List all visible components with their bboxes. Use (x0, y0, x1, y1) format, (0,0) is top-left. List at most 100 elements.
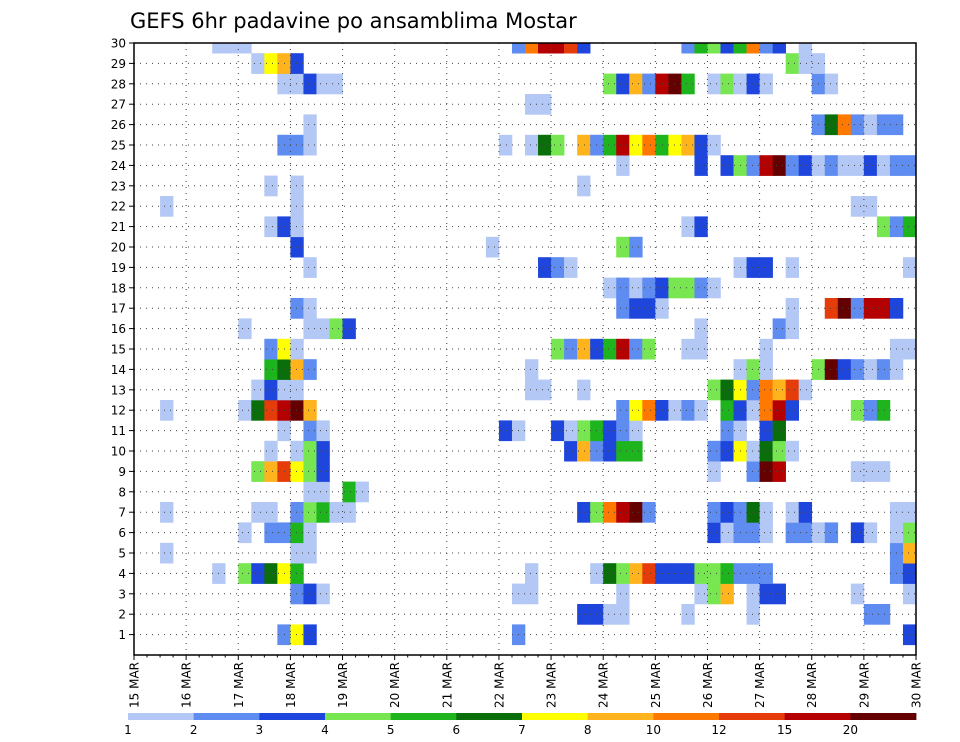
precip-cell (538, 257, 552, 278)
precip-cell (577, 440, 591, 462)
precip-cell (290, 563, 304, 584)
legend-label: 2 (190, 723, 198, 737)
legend-label: 10 (646, 723, 661, 737)
precip-cell (759, 379, 773, 401)
x-tick-label: 16 MAR (180, 662, 194, 708)
chart-title: GEFS 6hr padavine po ansamblima Mostar (130, 9, 577, 33)
precip-cell (824, 73, 839, 95)
precip-cell (759, 359, 773, 380)
precip-cell (290, 134, 304, 156)
precip-cell (798, 522, 813, 544)
precip-cell (642, 400, 656, 421)
dotted-grid (134, 43, 916, 655)
precip-cell (603, 502, 617, 523)
precip-cell (785, 257, 799, 278)
x-tick-label: 19 MAR (336, 662, 350, 708)
x-tick-label: 26 MAR (701, 662, 715, 708)
legend-label: 15 (777, 723, 792, 737)
precip-cell (290, 522, 304, 544)
precip-cell (824, 155, 839, 176)
precip-cell (577, 502, 591, 523)
precip-cell (525, 43, 539, 54)
precip-cell (850, 359, 865, 380)
precip-cell (577, 338, 591, 360)
precip-cell (694, 338, 708, 360)
x-tick-label: 25 MAR (649, 662, 663, 708)
precip-cell (707, 502, 721, 523)
precip-cell (681, 43, 695, 54)
precip-cell (316, 583, 330, 605)
precip-cell (616, 502, 630, 523)
precip-cell (629, 563, 643, 584)
precip-cell (251, 53, 265, 74)
legend-label: 6 (453, 723, 461, 737)
precip-cell (902, 563, 917, 584)
precip-cell (863, 400, 878, 421)
precip-cell (720, 522, 734, 544)
precip-cell (316, 481, 330, 503)
precip-cell (902, 624, 917, 646)
precip-cell (642, 298, 656, 319)
precip-cell (876, 155, 891, 176)
y-tick-label: 19 (111, 261, 126, 275)
y-tick-label: 28 (111, 77, 126, 91)
precip-cell (485, 236, 500, 258)
precip-cell (772, 155, 786, 176)
precip-cell (785, 53, 799, 74)
precip-cell (746, 379, 760, 401)
precip-cell (264, 461, 278, 482)
precip-cell (316, 318, 330, 340)
precip-cell (551, 338, 565, 360)
precip-cell (746, 461, 760, 482)
precip-cell (290, 175, 304, 197)
y-tick-label: 24 (111, 159, 126, 173)
x-tick-label: 23 MAR (545, 662, 559, 708)
legend-swatch (325, 713, 392, 720)
precip-cell (303, 400, 317, 421)
precip-cell (616, 400, 630, 421)
precip-cell (681, 400, 695, 421)
precip-cell (603, 563, 617, 584)
precip-cell (303, 542, 317, 564)
y-tick-label: 2 (118, 608, 126, 622)
precip-cell (876, 604, 891, 625)
precip-cell (876, 298, 891, 319)
precip-cell (342, 481, 356, 503)
precip-cell (785, 400, 799, 421)
precip-cell (772, 379, 786, 401)
precip-cell (303, 420, 317, 442)
precip-cell (251, 502, 265, 523)
precip-cell (720, 73, 734, 95)
precip-cell (681, 338, 695, 360)
precip-cell (707, 440, 721, 462)
precip-cell (876, 461, 891, 482)
y-tick-label: 30 (111, 37, 126, 51)
precip-cell (837, 114, 852, 136)
precip-cell (238, 318, 252, 340)
precip-cell (759, 43, 773, 54)
precip-cell (668, 563, 682, 584)
precip-cell (642, 502, 656, 523)
precip-cell (655, 563, 669, 584)
precip-cell (290, 502, 304, 523)
legend-label: 20 (843, 723, 858, 737)
precip-cell (707, 522, 721, 544)
precip-cell (498, 420, 513, 442)
y-tick-label: 25 (111, 139, 126, 153)
y-tick-label: 22 (111, 200, 126, 214)
precip-cell (616, 563, 630, 584)
precip-cell (655, 400, 669, 421)
precip-cell (772, 318, 786, 340)
precip-cell (290, 440, 304, 462)
precip-cell (837, 359, 852, 380)
precip-cell (837, 298, 852, 319)
precip-cell (290, 542, 304, 564)
precip-cell (850, 196, 865, 217)
precip-cell (303, 440, 317, 462)
precip-cell (564, 338, 578, 360)
precip-cell (264, 359, 278, 380)
precip-cell (303, 481, 317, 503)
precip-cell (160, 400, 174, 421)
precip-cell (290, 359, 304, 380)
precip-cell (238, 522, 252, 544)
